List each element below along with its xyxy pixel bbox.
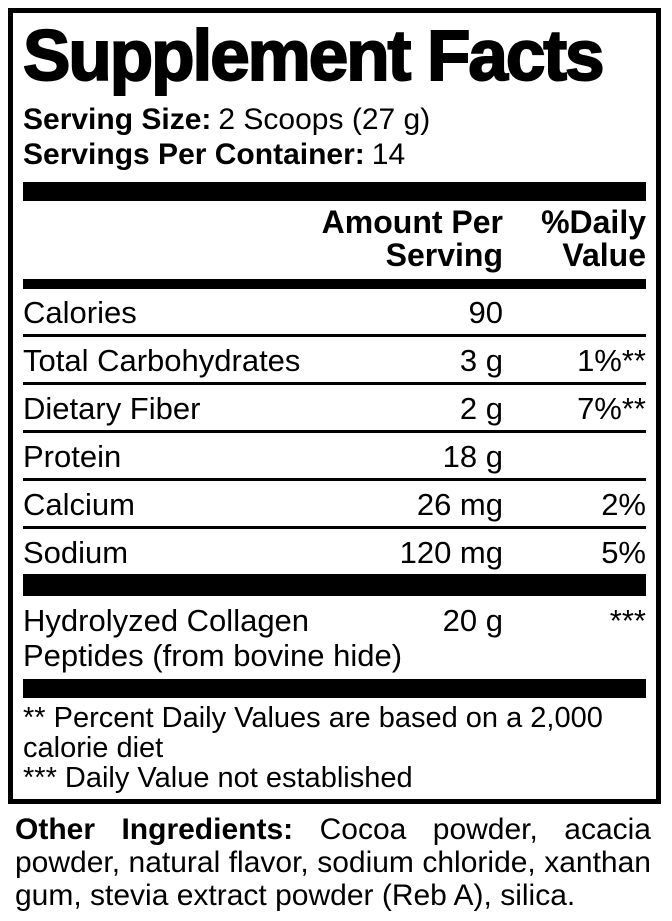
separator-bar-top bbox=[23, 182, 646, 201]
serving-info: Serving Size: 2 Scoops (27 g) Servings Pe… bbox=[23, 102, 646, 172]
separator-bar-mid bbox=[23, 577, 646, 596]
nutrient-amount: 120 mg bbox=[399, 535, 503, 570]
nutrient-amount: 18 g bbox=[442, 439, 503, 474]
nutrient-amount: 2 g bbox=[459, 391, 503, 426]
table-header-row: Amount Per Serving %Daily Value bbox=[23, 201, 646, 279]
daily-value-header: %Daily Value bbox=[541, 204, 646, 273]
nutrient-dv: *** bbox=[609, 603, 646, 638]
collagen-line2: Peptides (from bovine hide) bbox=[23, 638, 403, 673]
separator-bar-header bbox=[23, 279, 646, 289]
nutrient-amount: 90 bbox=[468, 295, 503, 330]
supplement-facts-panel: Supplement Facts Serving Size: 2 Scoops (… bbox=[8, 8, 661, 804]
nutrient-name: Calcium bbox=[23, 487, 135, 522]
separator-bar-bottom bbox=[23, 679, 646, 698]
nutrient-name: Dietary Fiber bbox=[23, 391, 201, 426]
row-calories: Calories 90 bbox=[23, 289, 646, 337]
nutrient-name: Calories bbox=[23, 295, 137, 330]
serving-size-value: 2 Scoops (27 g) bbox=[218, 103, 431, 136]
nutrient-amount: 20 g bbox=[442, 603, 503, 638]
nutrient-amount: 3 g bbox=[459, 343, 503, 378]
collagen-line1: Hydrolyzed Collagen 20 g *** bbox=[23, 603, 646, 638]
row-protein: Protein 18 g bbox=[23, 433, 646, 481]
row-dietary-fiber: Dietary Fiber 2 g 7%** bbox=[23, 385, 646, 433]
row-total-carbohydrates: Total Carbohydrates 3 g 1%** bbox=[23, 337, 646, 385]
row-calcium: Calcium 26 mg 2% bbox=[23, 481, 646, 529]
footnote-daily-values: ** Percent Daily Values are based on a 2… bbox=[23, 702, 603, 764]
nutrient-dv: 7%** bbox=[577, 391, 646, 426]
nutrient-name: Hydrolyzed Collagen bbox=[23, 603, 310, 638]
other-ingredients-text: Cocoa powder, acacia powder, natural fla… bbox=[15, 813, 651, 912]
nutrient-dv: 5% bbox=[601, 535, 646, 570]
nutrient-amount: 26 mg bbox=[416, 487, 503, 522]
servings-per-container-label: Servings Per Container: bbox=[23, 138, 365, 171]
other-ingredients-paragraph: Other Ingredients: Cocoa powder, acacia … bbox=[15, 813, 651, 912]
nutrient-name: Total Carbohydrates bbox=[23, 343, 301, 378]
header-spacer bbox=[23, 206, 193, 272]
nutrient-name: Protein bbox=[23, 439, 122, 474]
servings-per-container-value: 14 bbox=[371, 138, 406, 171]
nutrient-dv bbox=[503, 440, 646, 473]
other-ingredients-label: Other Ingredients: bbox=[15, 813, 294, 846]
serving-size-row: Serving Size: 2 Scoops (27 g) bbox=[23, 102, 646, 137]
footnote-not-established: *** Daily Value not established bbox=[23, 762, 413, 794]
nutrient-dv: 1%** bbox=[577, 343, 646, 378]
serving-size-label: Serving Size: bbox=[23, 103, 212, 136]
servings-per-container-row: Servings Per Container: 14 bbox=[23, 137, 646, 172]
amount-per-serving-header: Amount Per Serving bbox=[321, 204, 503, 273]
row-hydrolyzed-collagen: Hydrolyzed Collagen 20 g *** Peptides (f… bbox=[23, 596, 646, 679]
row-sodium: Sodium 120 mg 5% bbox=[23, 529, 646, 577]
nutrient-dv bbox=[503, 296, 646, 329]
nutrient-name: Sodium bbox=[23, 535, 129, 570]
footnotes: ** Percent Daily Values are based on a 2… bbox=[23, 703, 646, 793]
panel-title: Supplement Facts bbox=[22, 17, 606, 96]
nutrient-dv: 2% bbox=[601, 487, 646, 522]
